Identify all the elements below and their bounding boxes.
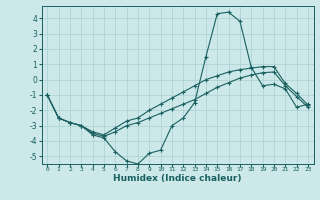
X-axis label: Humidex (Indice chaleur): Humidex (Indice chaleur): [113, 174, 242, 183]
